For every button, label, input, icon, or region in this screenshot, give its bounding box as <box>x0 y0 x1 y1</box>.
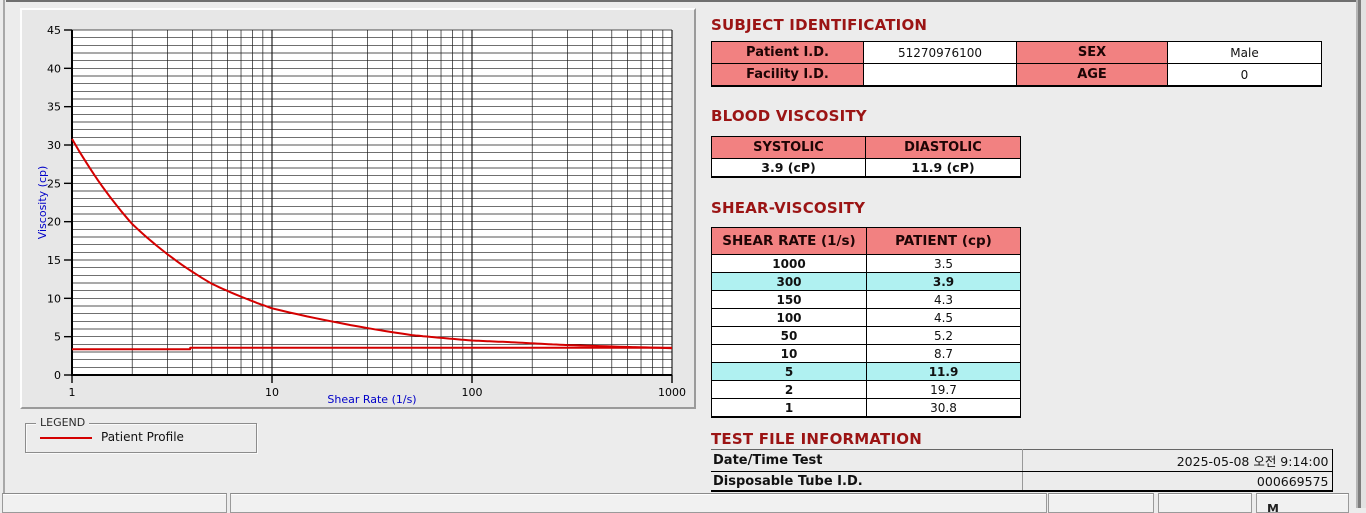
diastolic-header: DIASTOLIC <box>865 136 1021 159</box>
patient-cp-cell: 3.5 <box>866 254 1021 273</box>
shear-rate-cell: 150 <box>711 290 867 309</box>
svg-text:15: 15 <box>47 254 61 267</box>
patient-cp-header: PATIENT (cp) <box>866 227 1021 255</box>
window-top-border <box>6 0 1366 2</box>
table-row: Disposable Tube I.D. 000669575 <box>711 471 1333 492</box>
patient-id-value: 51270976100 <box>863 41 1017 64</box>
bottom-toolbar-panel-2[interactable] <box>230 493 1047 513</box>
svg-text:40: 40 <box>47 62 61 75</box>
svg-text:Viscosity (cp): Viscosity (cp) <box>36 166 49 240</box>
table-row: Facility I.D. AGE 0 <box>711 63 1322 87</box>
table-row: 10 8.7 <box>711 344 1021 363</box>
patient-profile-line-swatch <box>40 437 92 439</box>
table-row: 3.9 (cP) 11.9 (cP) <box>711 158 1021 178</box>
patient-id-label: Patient I.D. <box>711 41 864 64</box>
window-right-border-dark <box>1358 0 1361 508</box>
patient-cp-cell: 5.2 <box>866 326 1021 345</box>
table-row: 5 11.9 <box>711 362 1021 381</box>
section-title-shear-viscosity: SHEAR-VISCOSITY <box>711 199 866 217</box>
facility-id-label: Facility I.D. <box>711 63 864 87</box>
age-value: 0 <box>1167 63 1322 87</box>
table-header-row: SHEAR RATE (1/s) PATIENT (cp) <box>711 227 1021 255</box>
legend-entry-label: Patient Profile <box>101 430 184 444</box>
viscosity-chart-panel: 0 5 10 15 20 25 30 35 40 45 1 10 100 1000 Viscosity (c… <box>20 8 696 409</box>
legend-title: LEGEND <box>36 416 90 429</box>
svg-text:5: 5 <box>54 331 61 344</box>
svg-text:10: 10 <box>265 386 279 399</box>
table-row: 2 19.7 <box>711 380 1021 399</box>
shear-rate-header: SHEAR RATE (1/s) <box>711 227 867 255</box>
section-title-blood-viscosity: BLOOD VISCOSITY <box>711 107 867 125</box>
shear-rate-cell: 50 <box>711 326 867 345</box>
svg-text:1000: 1000 <box>658 386 686 399</box>
patient-cp-cell: 30.8 <box>866 398 1021 418</box>
systolic-header: SYSTOLIC <box>711 136 866 159</box>
table-row: 100 4.5 <box>711 308 1021 327</box>
blood-viscosity-table: SYSTOLIC DIASTOLIC 3.9 (cP) 11.9 (cP) <box>711 136 1021 178</box>
table-row: Date/Time Test 2025-05-08 오전 9:14:00 <box>711 449 1333 472</box>
patient-cp-cell: 3.9 <box>866 272 1021 291</box>
subject-identification-table: Patient I.D. 51270976100 SEX Male Facili… <box>711 41 1322 87</box>
sex-label: SEX <box>1016 41 1168 64</box>
table-row: 1 30.8 <box>711 398 1021 418</box>
svg-text:10: 10 <box>47 292 61 305</box>
svg-text:1: 1 <box>69 386 76 399</box>
svg-text:20: 20 <box>47 216 61 229</box>
patient-cp-cell: 19.7 <box>866 380 1021 399</box>
shear-rate-cell: 1 <box>711 398 867 418</box>
shear-viscosity-table: SHEAR RATE (1/s) PATIENT (cp) 1000 3.5 30… <box>711 227 1021 418</box>
sex-value: Male <box>1167 41 1322 64</box>
patient-cp-cell: 4.5 <box>866 308 1021 327</box>
svg-text:0: 0 <box>54 369 61 382</box>
bottom-toolbar-button-2[interactable] <box>1158 493 1252 513</box>
disposable-tube-id-value: 000669575 <box>1022 471 1333 492</box>
shear-rate-cell: 5 <box>711 362 867 381</box>
date-time-test-value: 2025-05-08 오전 9:14:00 <box>1022 449 1333 472</box>
patient-cp-cell: 11.9 <box>866 362 1021 381</box>
bottom-toolbar-panel-1[interactable] <box>2 493 227 513</box>
section-title-test-file-information: TEST FILE INFORMATION <box>711 430 922 448</box>
svg-text:Shear Rate (1/s): Shear Rate (1/s) <box>327 393 416 406</box>
shear-rate-cell: 2 <box>711 380 867 399</box>
facility-id-value <box>863 63 1017 87</box>
patient-cp-cell: 4.3 <box>866 290 1021 309</box>
table-row: Patient I.D. 51270976100 SEX Male <box>711 41 1322 64</box>
bottom-toolbar-button-1[interactable] <box>1048 493 1154 513</box>
diastolic-value: 11.9 (cP) <box>865 158 1021 178</box>
bottom-toolbar-button-3[interactable]: M <box>1256 493 1349 513</box>
patient-cp-cell: 8.7 <box>866 344 1021 363</box>
window-right-border <box>1356 0 1358 508</box>
age-label: AGE <box>1016 63 1168 87</box>
table-row: 1000 3.5 <box>711 254 1021 273</box>
table-row: 50 5.2 <box>711 326 1021 345</box>
shear-rate-cell: 100 <box>711 308 867 327</box>
shear-rate-cell: 300 <box>711 272 867 291</box>
disposable-tube-id-label: Disposable Tube I.D. <box>711 471 1023 492</box>
svg-text:25: 25 <box>47 177 61 190</box>
table-header-row: SYSTOLIC DIASTOLIC <box>711 136 1021 159</box>
section-title-subject-identification: SUBJECT IDENTIFICATION <box>711 16 928 34</box>
test-file-information-table: Date/Time Test 2025-05-08 오전 9:14:00 Dis… <box>711 449 1333 492</box>
clipped-button-label: M <box>1267 502 1279 513</box>
table-row: 150 4.3 <box>711 290 1021 309</box>
svg-text:30: 30 <box>47 139 61 152</box>
svg-text:100: 100 <box>462 386 483 399</box>
svg-text:35: 35 <box>47 101 61 114</box>
window-right-border-light <box>1361 0 1366 508</box>
shear-viscosity-chart: 0 5 10 15 20 25 30 35 40 45 1 10 100 1000 Viscosity (c… <box>36 24 686 406</box>
window-left-border <box>3 0 5 508</box>
chart-legend: LEGEND Patient Profile <box>25 416 257 453</box>
date-time-test-label: Date/Time Test <box>711 449 1023 472</box>
shear-rate-cell: 1000 <box>711 254 867 273</box>
table-row: 300 3.9 <box>711 272 1021 291</box>
shear-rate-cell: 10 <box>711 344 867 363</box>
svg-text:45: 45 <box>47 24 61 37</box>
systolic-value: 3.9 (cP) <box>711 158 866 178</box>
